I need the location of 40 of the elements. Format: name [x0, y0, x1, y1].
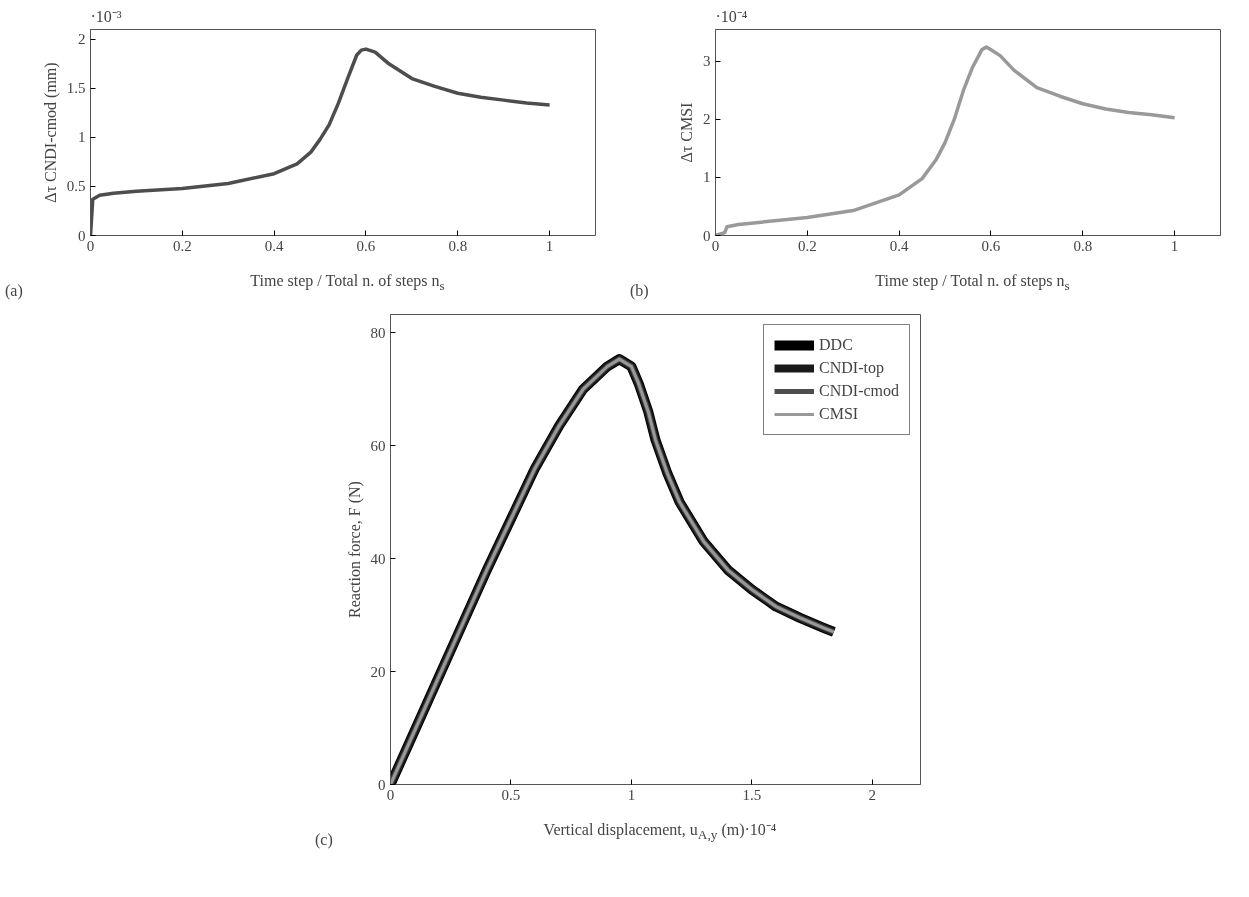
y-axis-title: Δτ CNDI-cmod (mm) [41, 62, 60, 203]
y-tick-label: 40 [370, 550, 386, 567]
x-tick-label: 1 [627, 786, 636, 803]
y-tick-label: 1.5 [66, 80, 86, 97]
y-tick-label: 1 [703, 169, 711, 186]
x-tick-label: 0.2 [797, 237, 817, 254]
legend-label: CNDI-cmod [819, 382, 899, 400]
x-tick-label: 0.8 [448, 237, 468, 254]
x-axis-title: Time step / Total n. of steps n$_{s}$ [874, 271, 1071, 296]
legend-label: CNDI-top [819, 359, 884, 377]
x-tick-label: 1.5 [742, 786, 762, 803]
y-tick-label: 60 [370, 437, 386, 454]
x-tick-label: 0.4 [264, 237, 285, 254]
legend-label: CMSI [819, 405, 859, 423]
y-tick-label: 80 [370, 324, 386, 341]
y-tick-label: 2 [703, 111, 711, 128]
x-axis-title: Vertical displacement, u$_{A,y}$ (m)·10⁻⁴ [542, 820, 778, 845]
text: (c) [315, 830, 333, 851]
text: ·10⁻³ [90, 7, 122, 25]
x-tick-label: 1 [545, 237, 554, 254]
text: (a) [5, 281, 23, 302]
x-axis-title: Time step / Total n. of steps n$_{s}$ [249, 271, 446, 296]
y-axis-title: Reaction force, F (N) [345, 481, 364, 618]
legend-label: DDC [819, 336, 853, 354]
x-tick-label: 2 [868, 786, 877, 803]
x-tick-label: 0.5 [501, 786, 521, 803]
text: ·10⁻⁴ [715, 7, 748, 25]
y-axis-title: Δτ CMSI [678, 102, 695, 163]
y-tick-label: 20 [370, 663, 386, 680]
x-tick-label: 0.4 [889, 237, 910, 254]
x-tick-label: 1 [1170, 237, 1179, 254]
x-tick-label: 0.6 [356, 237, 376, 254]
x-tick-label: 0.6 [981, 237, 1001, 254]
y-tick-label: 1 [78, 129, 86, 146]
y-tick-label: 0.5 [66, 178, 86, 195]
text: (b) [630, 281, 649, 302]
y-tick-label: 3 [703, 53, 711, 70]
x-tick-label: 0.8 [1073, 237, 1093, 254]
x-tick-label: 0.2 [172, 237, 192, 254]
y-tick-label: 2 [78, 31, 86, 48]
